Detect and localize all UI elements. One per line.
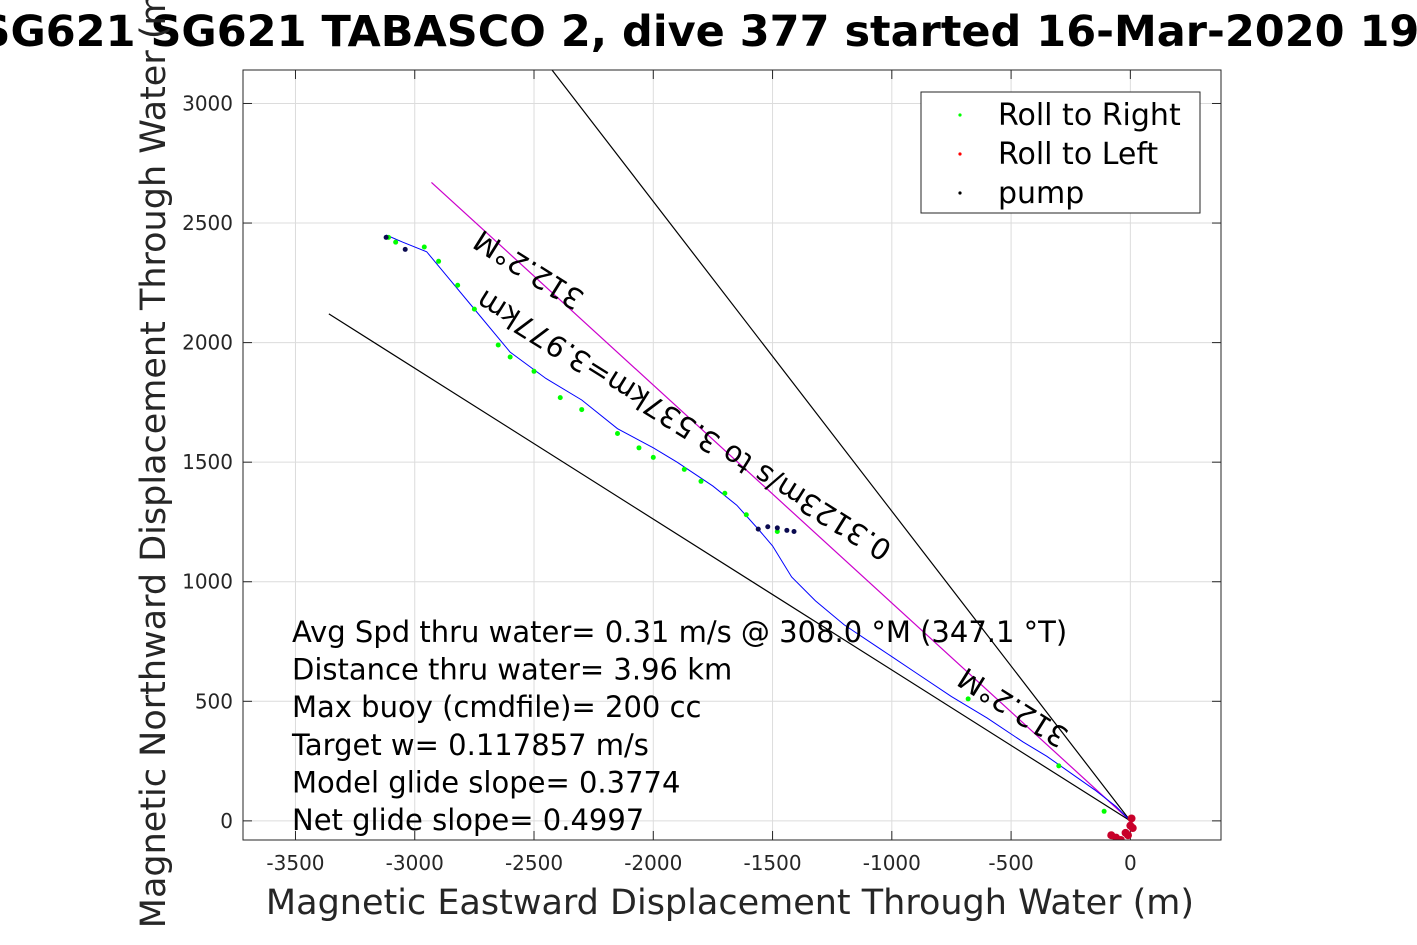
legend-label: Roll to Left xyxy=(998,137,1158,172)
legend-marker xyxy=(958,191,962,195)
pump-point xyxy=(791,529,797,535)
y-tick-label: 500 xyxy=(195,689,233,713)
roll-left-point xyxy=(1123,831,1132,840)
heading-line xyxy=(328,313,1131,822)
chart-title: SG621 SG621 TABASCO 2, dive 377 started … xyxy=(0,7,1417,57)
roll-left-series xyxy=(1107,814,1137,840)
axis-ticks: -3500 -3000 -2500 -2000 -1500 -1000 -500 0 0 500 1… xyxy=(182,70,1221,875)
x-tick-label: -1500 xyxy=(743,851,801,875)
annotation-line: Target w= 0.117857 m/s xyxy=(291,728,649,762)
roll-right-point xyxy=(557,395,563,401)
roll-right-series xyxy=(386,234,1107,814)
y-tick-label: 0 xyxy=(220,809,233,833)
pump-point xyxy=(784,527,790,533)
legend-label: Roll to Right xyxy=(998,98,1181,133)
roll-left-point xyxy=(1127,814,1136,823)
y-axis-label: Magnetic Northward Displacement Through … xyxy=(134,0,174,928)
roll-right-point xyxy=(1101,808,1107,814)
y-tick-label: 1000 xyxy=(182,570,233,594)
roll-right-point xyxy=(495,342,501,348)
legend-box xyxy=(920,91,1201,214)
pump-point xyxy=(765,524,771,530)
roll-right-point xyxy=(681,466,687,472)
x-tick-label: -2000 xyxy=(624,851,682,875)
x-tick-label: -500 xyxy=(988,851,1033,875)
annotation-line: Model glide slope= 0.3774 xyxy=(292,765,680,799)
x-axis-label: Magnetic Eastward Displacement Through W… xyxy=(266,883,1194,923)
roll-right-point xyxy=(1056,763,1062,769)
annotation-line: Net glide slope= 0.4997 xyxy=(292,803,644,837)
roll-right-point xyxy=(436,258,442,264)
pump-point xyxy=(383,234,389,240)
y-tick-label: 1500 xyxy=(182,450,233,474)
annotation-line: Distance thru water= 3.96 km xyxy=(292,653,732,687)
pump-point xyxy=(774,525,780,531)
roll-right-point xyxy=(743,512,749,518)
heading-lines xyxy=(328,70,1131,822)
roll-right-point xyxy=(421,244,427,250)
annotation-line: Avg Spd thru water= 0.31 m/s @ 308.0 °M … xyxy=(292,615,1067,649)
annotation-line: Max buoy (cmdfile)= 200 cc xyxy=(292,690,701,724)
roll-right-point xyxy=(393,239,399,245)
roll-right-point xyxy=(636,445,642,451)
roll-right-point xyxy=(507,354,513,360)
roll-right-point xyxy=(650,454,656,460)
pump-point xyxy=(402,246,408,252)
roll-left-point xyxy=(1107,831,1116,840)
heading-line xyxy=(551,70,1131,822)
y-tick-label: 3000 xyxy=(182,91,233,115)
roll-right-point xyxy=(531,368,537,374)
x-tick-label: -3000 xyxy=(386,851,444,875)
x-tick-label: 0 xyxy=(1124,851,1137,875)
roll-right-point xyxy=(722,490,728,496)
x-tick-label: -3500 xyxy=(266,851,324,875)
plot-frame xyxy=(242,69,1222,841)
legend-marker xyxy=(958,152,962,156)
heading-line xyxy=(431,181,1131,822)
legend-label: pump xyxy=(998,176,1084,211)
roll-right-point xyxy=(774,529,780,535)
track-line xyxy=(385,234,1131,822)
roll-right-point xyxy=(615,430,621,436)
roll-right-point xyxy=(579,407,585,413)
legend-marker xyxy=(958,113,962,117)
x-tick-label: -1000 xyxy=(863,851,921,875)
legend: Roll to Right Roll to Left pump xyxy=(920,91,1201,214)
pump-series xyxy=(383,234,797,535)
roll-right-point xyxy=(455,282,461,288)
roll-right-point xyxy=(471,306,477,312)
y-tick-label: 2500 xyxy=(182,211,233,235)
pump-point xyxy=(755,526,761,532)
y-tick-label: 2000 xyxy=(182,331,233,355)
annotations: Avg Spd thru water= 0.31 m/s @ 308.0 °M … xyxy=(291,615,1067,837)
roll-left-point xyxy=(1116,836,1125,840)
roll-right-point xyxy=(965,696,971,702)
roll-left-point xyxy=(1126,821,1135,830)
x-tick-label: -2500 xyxy=(505,851,563,875)
roll-right-point xyxy=(698,478,704,484)
